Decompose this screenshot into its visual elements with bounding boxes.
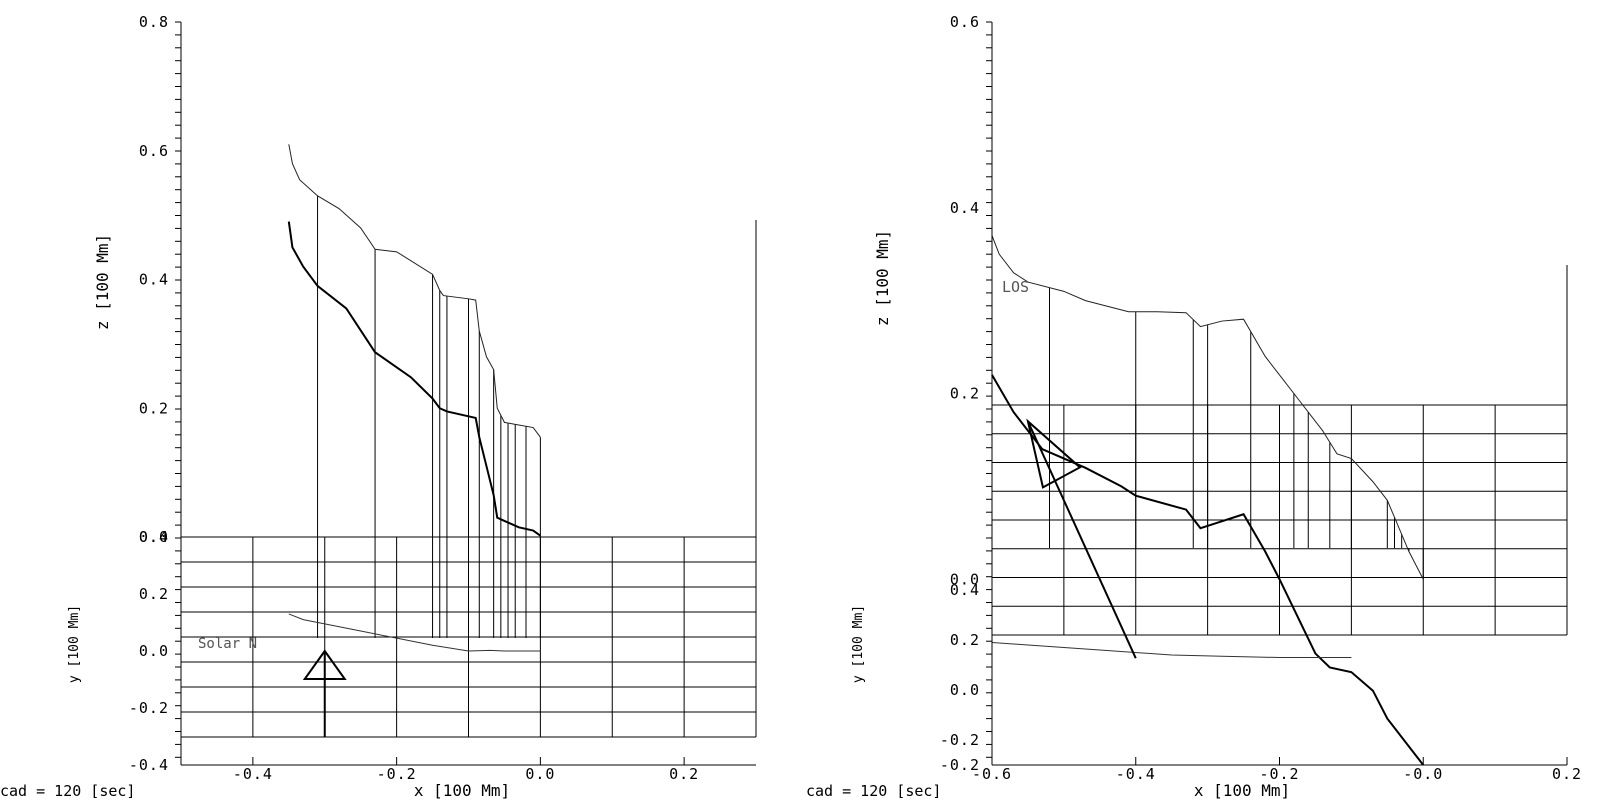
z-tick-label: 0.4 [950, 199, 980, 217]
right-tick-labels: -0.2 0.0 0.2 0.4 0.6 -0.2 0.0 0.2 0.4 -0.6 -0.4 -0.… [940, 13, 1582, 783]
los-arrow-head [1026, 418, 1082, 489]
x-tick-label: 0.2 [1552, 765, 1582, 783]
left-footer: cad = 120 [sec] [0, 782, 135, 800]
footprint-line [288, 613, 541, 652]
y-tick-label: 0.4 [950, 581, 980, 599]
left-tick-labels: 0.0 0.2 0.4 0.6 0.8 -0.4 -0.2 0.0 0.2 0.4 -0.4 -0.2… [129, 13, 699, 783]
z-tick-label: 0.6 [950, 13, 980, 31]
right-y-axis-title: y [100 Mm] [851, 605, 866, 683]
z-tick-label: 0.2 [139, 399, 169, 417]
x-tick-label: -0.4 [1116, 765, 1156, 783]
left-z-axis-title: z [100 Mm] [93, 234, 112, 330]
y-tick-label: 0.4 [139, 528, 169, 546]
los-arrow-shaft [1027, 420, 1137, 659]
solar-north-arrow-head [302, 649, 347, 680]
right-annotation: LOS [1002, 278, 1029, 296]
left-series [287, 144, 541, 737]
right-panel: -0.2 0.0 0.2 0.4 0.6 -0.2 0.0 0.2 0.4 -0.6 -0.4 -0.… [806, 13, 1582, 800]
z-tick-label: 0.6 [139, 142, 169, 160]
upper-contour-line [288, 144, 541, 438]
x-tick-label: 0.0 [525, 765, 555, 783]
y-tick-label: 0.0 [139, 642, 169, 660]
right-z-axis-title: z [100 Mm] [873, 230, 892, 326]
left-panel: 0.0 0.2 0.4 0.6 0.8 -0.4 -0.2 0.0 0.2 0.4 -0.4 -0.2… [0, 13, 757, 800]
right-footer: cad = 120 [sec] [806, 782, 941, 800]
y-tick-label: 0.2 [950, 631, 980, 649]
right-series [991, 235, 1425, 766]
left-y-axis-title: y [100 Mm] [67, 605, 82, 683]
y-tick-label: 0.0 [950, 681, 980, 699]
left-axes [175, 21, 756, 766]
y-tick-label: 0.2 [139, 585, 169, 603]
x-tick-label: 0.2 [669, 765, 699, 783]
right-vertical-lines [1049, 287, 1424, 580]
footprint-line [991, 642, 1352, 658]
left-x-axis-title: x [100 Mm] [414, 781, 510, 800]
x-tick-label: -0.6 [972, 765, 1012, 783]
y-tick-label: -0.2 [129, 699, 169, 717]
z-tick-label: 0.2 [950, 385, 980, 403]
z-tick-label: -0.2 [940, 756, 980, 774]
z-tick-label: 0.8 [139, 13, 169, 31]
z-tick-label: 0.0 [950, 570, 980, 588]
right-axes [986, 21, 1568, 766]
left-annotation: Solar N [198, 636, 257, 652]
x-tick-label: -0.4 [233, 765, 273, 783]
right-x-axis-title: x [100 Mm] [1194, 781, 1290, 800]
z-tick-label: 0.0 [139, 528, 169, 546]
y-tick-label: -0.4 [129, 756, 169, 774]
lower-contour-line [287, 221, 541, 537]
y-tick-label: -0.2 [940, 731, 980, 749]
left-vertical-lines [317, 195, 541, 638]
z-tick-label: 0.4 [139, 271, 169, 289]
x-tick-label: -0.2 [1259, 765, 1299, 783]
x-tick-label: -0.2 [377, 765, 417, 783]
x-tick-label: -0.0 [1403, 765, 1443, 783]
upper-contour-line [991, 235, 1424, 580]
